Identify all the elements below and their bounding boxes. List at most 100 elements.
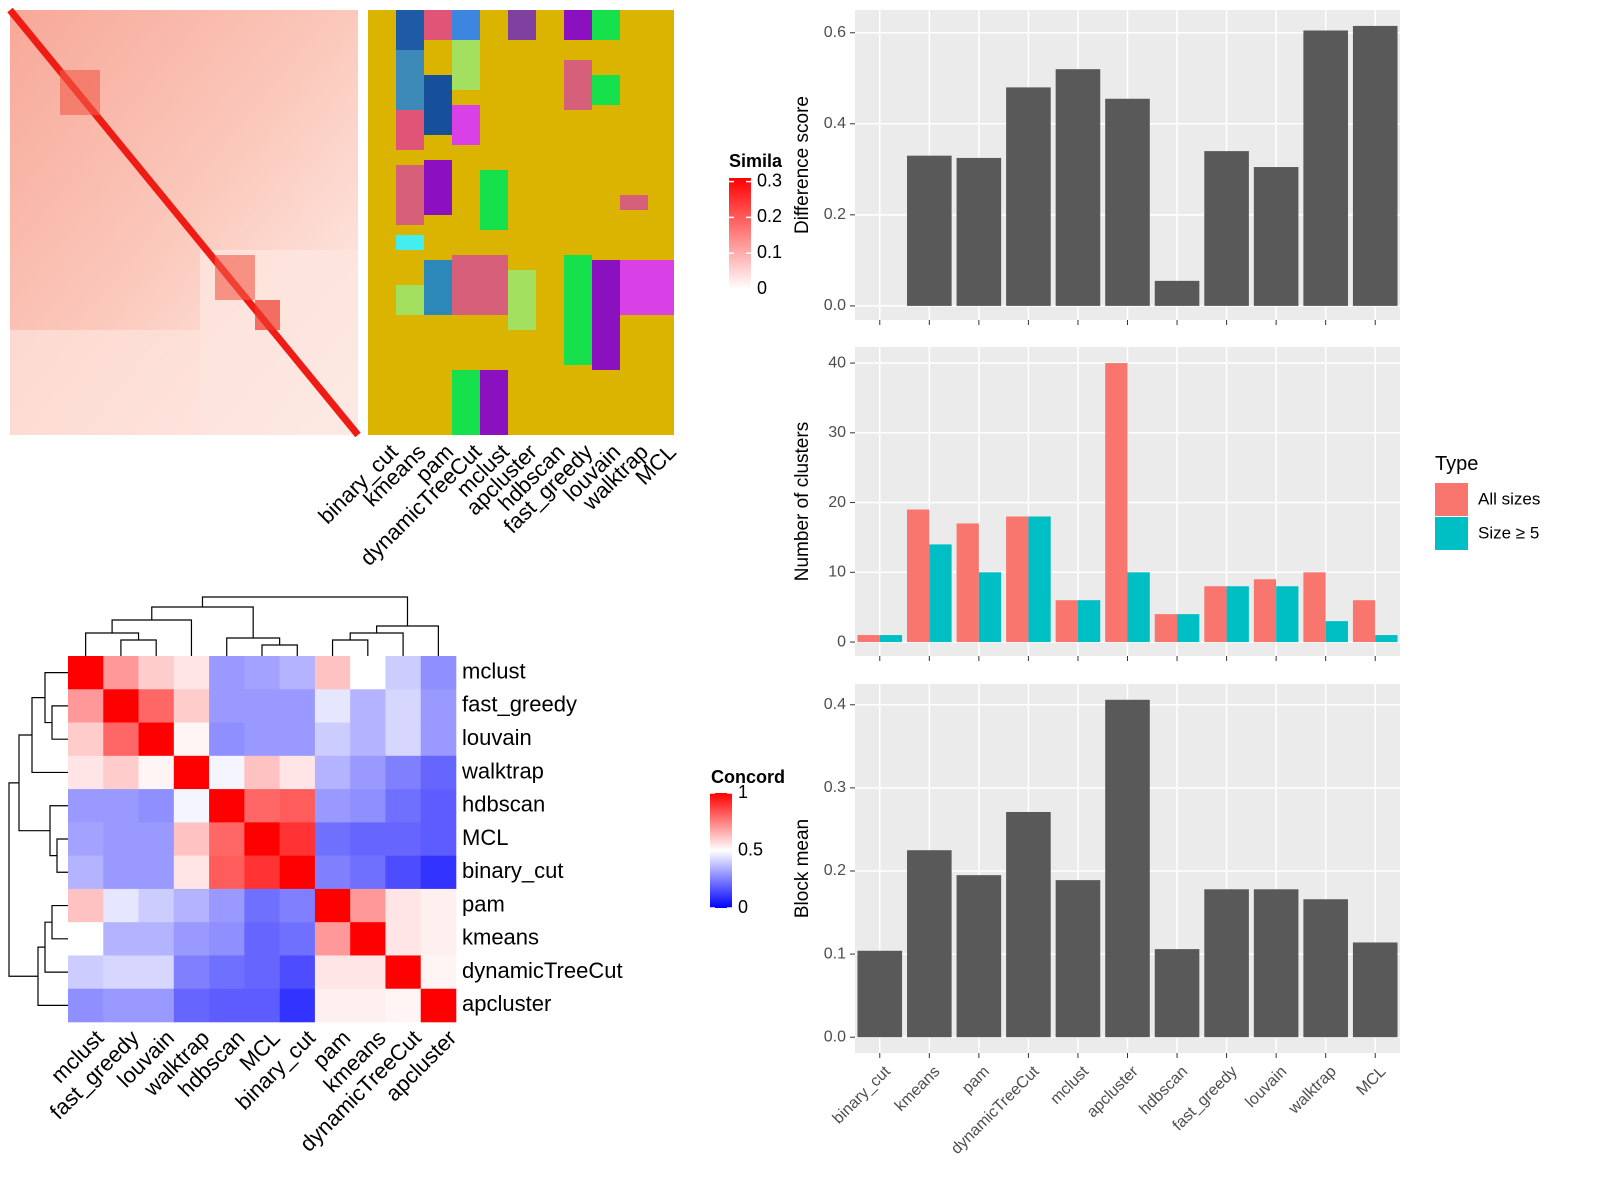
x-tick-label: pam: [959, 1063, 993, 1097]
heatmap-cell: [173, 755, 210, 790]
bar: [956, 523, 979, 643]
bar: [1006, 811, 1051, 1038]
dendrogram: [261, 644, 298, 656]
heatmap-cell: [244, 888, 280, 923]
heatmap-cell: [385, 755, 422, 790]
bar: [1077, 600, 1101, 643]
legend-title: Concord: [711, 767, 785, 787]
heatmap-cell: [244, 855, 280, 890]
dendrogram: [49, 805, 68, 857]
x-tick-label: kmeans: [892, 1063, 944, 1115]
heatmap-cell: [173, 955, 210, 990]
colorbar: [729, 178, 751, 289]
heatmap-cell: [350, 822, 386, 856]
heatmap-cell: [68, 955, 104, 990]
heatmap-cell: [279, 855, 316, 890]
bar: [1375, 635, 1398, 643]
heatmap-cell: [209, 722, 245, 757]
dendrogram: [151, 606, 254, 638]
heatmap-cell: [138, 789, 175, 823]
heatmap-cell: [209, 922, 245, 956]
bar: [907, 850, 952, 1038]
similarity-matrix: [7, 7, 361, 438]
bar: [978, 572, 1002, 643]
heatmap-cell: [314, 922, 351, 956]
heatmap-cell: [244, 922, 280, 956]
bar: [1006, 516, 1029, 643]
legend-title: Simila: [729, 151, 783, 171]
heatmap-cell: [68, 888, 104, 923]
heatmap-cell: [385, 955, 422, 990]
colorbar-label: 0: [738, 897, 748, 917]
bar: [857, 950, 903, 1038]
legend-key: [1435, 517, 1468, 550]
colorbar: [710, 793, 732, 908]
y-tick-label: 0.3: [824, 779, 846, 796]
dendrogram: [376, 625, 439, 656]
bar: [1253, 889, 1299, 1038]
cluster-annotation: [368, 10, 674, 435]
dendrogram: [111, 619, 193, 656]
row-label: louvain: [462, 725, 532, 750]
heatmap-cell: [279, 922, 316, 956]
heatmap-cell: [350, 656, 386, 690]
colorbar-label: 0.5: [738, 839, 763, 859]
heatmap-cell: [244, 722, 280, 757]
bar: [879, 635, 903, 643]
y-tick-label: 40: [828, 354, 846, 371]
heatmap-cell: [420, 855, 457, 890]
bar: [1226, 586, 1249, 643]
heatmap-cell: [420, 722, 457, 757]
dendrogram: [44, 921, 68, 973]
row-label: pam: [462, 891, 505, 916]
heatmap-cell: [173, 855, 210, 890]
heatmap-cell: [209, 988, 245, 1023]
heatmap-cell: [244, 822, 280, 856]
row-label: hdbscan: [462, 792, 545, 817]
heatmap-cell: [314, 855, 351, 890]
heatmap-cell: [279, 689, 316, 723]
heatmap-cell: [138, 822, 175, 856]
heatmap-cell: [314, 656, 351, 690]
heatmap-cell: [103, 755, 139, 790]
heatmap-cell: [138, 855, 175, 890]
heatmap-cell: [420, 755, 457, 790]
heatmap-cell: [279, 789, 316, 823]
heatmap-cell: [138, 955, 175, 990]
heatmap-cell: [68, 755, 104, 790]
heatmap-cell: [385, 722, 422, 757]
heatmap-cell: [279, 755, 316, 790]
heatmap-cell: [385, 922, 422, 956]
heatmap-cell: [103, 656, 139, 690]
y-tick-label: 0.6: [824, 24, 846, 41]
heatmap-cell: [420, 955, 457, 990]
bar: [1105, 699, 1150, 1038]
heatmap-cell: [103, 789, 139, 823]
bar: [1204, 151, 1249, 306]
heatmap-cell: [103, 988, 139, 1023]
heatmap-cell: [385, 689, 422, 723]
legend-title: Type: [1435, 453, 1478, 475]
bar: [1154, 280, 1200, 306]
row-label: fast_greedy: [462, 692, 577, 717]
heatmap-cell: [173, 922, 210, 956]
heatmap-cell: [68, 689, 104, 723]
y-tick-label: 10: [828, 564, 846, 581]
heatmap-cell: [314, 789, 351, 823]
heatmap-cell: [209, 822, 245, 856]
y-tick-label: 0.4: [824, 696, 846, 713]
heatmap-cell: [420, 689, 457, 723]
y-tick-label: 0.4: [824, 115, 846, 132]
row-label: dynamicTreeCut: [462, 958, 623, 983]
heatmap-cell: [103, 822, 139, 856]
heatmap-cell: [103, 722, 139, 757]
heatmap-cell: [420, 656, 457, 690]
y-axis-title: Block mean: [792, 819, 813, 918]
bar: [1055, 600, 1078, 643]
heatmap-cell: [244, 955, 280, 990]
heatmap-cell: [209, 755, 245, 790]
dendrogram: [8, 782, 38, 977]
heatmap-cell: [350, 888, 386, 923]
bar: [1204, 889, 1249, 1038]
y-tick-label: 20: [828, 494, 846, 511]
